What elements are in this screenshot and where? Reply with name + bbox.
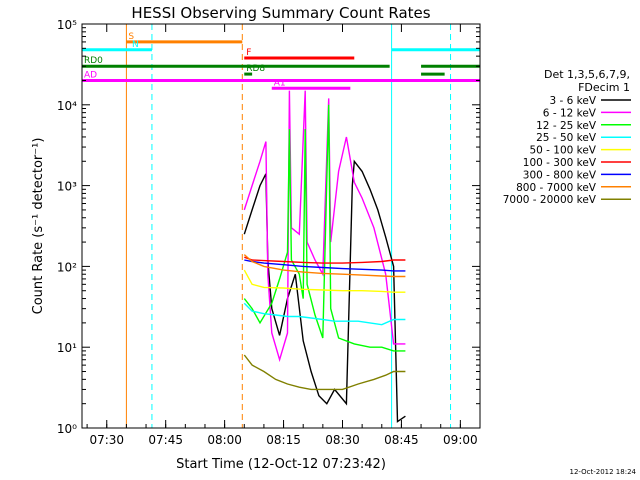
y-tick-label-5: 10⁵ bbox=[57, 18, 77, 32]
series-line-5 bbox=[244, 256, 406, 264]
legend-label-7: 800 - 7000 keV bbox=[516, 182, 597, 194]
series-line-4 bbox=[243, 269, 406, 293]
legend-label-3: 25 - 50 keV bbox=[536, 132, 597, 144]
legend-title-line-1: Det 1,3,5,6,7,9, bbox=[544, 68, 630, 81]
y-tick-label-2: 10² bbox=[57, 260, 77, 274]
x-axis-label: Start Time (12-Oct-12 07:23:42) bbox=[176, 457, 386, 472]
plot-frame bbox=[81, 23, 481, 429]
legend-label-4: 50 - 100 keV bbox=[529, 145, 596, 157]
legend-label-2: 12 - 25 keV bbox=[536, 120, 597, 132]
x-tick-label-5: 08:45 bbox=[384, 433, 419, 447]
legend-title-line-2: FDecim 1 bbox=[578, 81, 630, 94]
series-line-8 bbox=[243, 354, 406, 391]
chart-title: HESSI Observing Summary Count Rates bbox=[131, 4, 430, 22]
flag-label-5: AD bbox=[84, 70, 97, 80]
series-line-6 bbox=[244, 259, 406, 272]
x-tick-label-4: 08:30 bbox=[325, 433, 360, 447]
plot-area: SN F RD0 RD8 AD A1 bbox=[82, 24, 480, 428]
flag-label-3: RD0 bbox=[84, 56, 103, 66]
legend-label-0: 3 - 6 keV bbox=[549, 95, 596, 107]
x-tick-label-0: 07:30 bbox=[89, 433, 124, 447]
flag-label-0: S bbox=[128, 32, 134, 42]
y-tick-label-4: 10⁴ bbox=[57, 99, 77, 113]
series-line-2 bbox=[243, 104, 406, 352]
footer-timestamp: 12-Oct-2012 18:24 bbox=[570, 468, 637, 476]
series-line-7 bbox=[243, 254, 406, 278]
y-tick-label-3: 10³ bbox=[57, 180, 77, 194]
legend-label-8: 7000 - 20000 keV bbox=[503, 194, 597, 206]
y-tick-label-1: 10¹ bbox=[57, 341, 77, 355]
x-tick-label-2: 08:00 bbox=[207, 433, 242, 447]
legend-label-5: 100 - 300 keV bbox=[523, 157, 597, 169]
y-tick-label-0: 10⁰ bbox=[57, 422, 77, 436]
legend-label-6: 300 - 800 keV bbox=[523, 169, 597, 181]
flag-label-1: N bbox=[132, 40, 139, 50]
y-axis-label: Count Rate (s⁻¹ detector⁻¹) bbox=[31, 138, 46, 315]
series-line-3 bbox=[243, 302, 406, 326]
x-tick-label-3: 08:15 bbox=[266, 433, 301, 447]
flag-label-4: RD8 bbox=[246, 64, 265, 74]
axes: 07:30 07:45 08:00 08:15 08:30 08:45 09:00 10⁰ 10… bbox=[57, 18, 481, 447]
flag-label-6: A1 bbox=[274, 78, 286, 88]
x-tick-label-6: 09:00 bbox=[443, 433, 478, 447]
flag-label-2: F bbox=[246, 48, 251, 58]
legend-label-1: 6 - 12 keV bbox=[543, 107, 597, 119]
x-tick-label-1: 07:45 bbox=[148, 433, 183, 447]
